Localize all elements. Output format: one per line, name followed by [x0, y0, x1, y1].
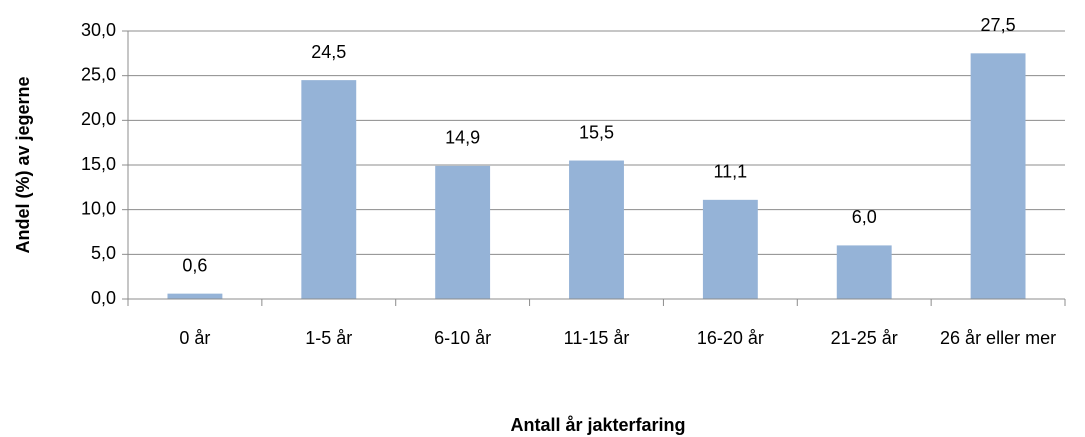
bar: [970, 53, 1026, 300]
x-tick-label: 26 år eller mer: [940, 328, 1057, 348]
bar: [569, 160, 624, 299]
bar: [702, 199, 758, 299]
x-tick-label: 1-5 år: [305, 328, 353, 348]
bar: [167, 293, 223, 299]
y-tick-label: 5,0: [91, 243, 116, 263]
y-tick-label: 15,0: [81, 154, 116, 174]
value-label: 11,1: [714, 162, 748, 182]
y-tick-label: 20,0: [81, 109, 116, 129]
x-tick-label: 21-25 år: [830, 328, 898, 348]
x-tick-label: 0 år: [179, 328, 211, 348]
y-tick-label: 10,0: [81, 198, 116, 218]
x-axis-title: Antall år jakterfaring: [510, 415, 685, 435]
y-axis-title: Andel (%) av jegerne: [13, 76, 33, 253]
y-tick-label: 30,0: [81, 20, 116, 40]
value-label: 0,6: [182, 255, 207, 275]
x-tick-label: 6-10 år: [434, 328, 492, 348]
value-label: 27,5: [981, 15, 1016, 35]
x-tick-label: 16-20 år: [696, 328, 764, 348]
y-tick-label: 25,0: [81, 64, 116, 84]
bar: [435, 165, 491, 299]
value-label: 6,0: [852, 207, 877, 227]
bar: [301, 80, 357, 299]
x-tick-label: 11-15 år: [563, 328, 630, 348]
y-tick-label: 0,0: [91, 288, 116, 308]
bar: [836, 245, 892, 299]
value-label: 15,5: [579, 122, 614, 142]
value-label: 14,9: [445, 128, 480, 148]
value-label: 24,5: [311, 42, 346, 62]
